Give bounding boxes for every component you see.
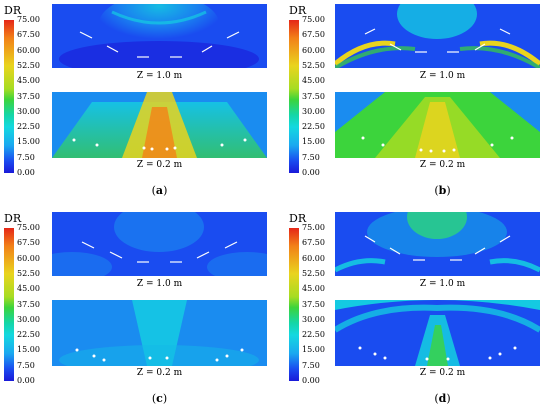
tick-label: 15.00	[302, 345, 325, 355]
tick-label: 52.50	[302, 60, 325, 70]
tick-label: 37.50	[302, 299, 325, 309]
height-label-bottom: Z = 0.2 m	[419, 160, 466, 170]
tick-label: 30.00	[17, 314, 40, 324]
contour-z1	[52, 4, 267, 68]
contour-z02	[335, 300, 550, 366]
contour-z1	[335, 4, 550, 68]
tick-label: 15.00	[302, 137, 325, 147]
tick-label: 30.00	[17, 106, 40, 116]
panel-c: DR 75.00 67.50 60.00 52.50 45.00 37.50 3…	[0, 208, 275, 416]
tick-label: 37.50	[17, 91, 40, 101]
tick-label: 0.00	[17, 376, 35, 385]
colorbar-title: DR	[4, 4, 22, 17]
tick-label: 52.50	[302, 268, 325, 278]
tick-label: 22.50	[17, 122, 40, 132]
height-label-bottom: Z = 0.2 m	[419, 368, 466, 378]
colorbar-ticks: 75.00 67.50 60.00 52.50 45.00 37.50 30.0…	[302, 223, 342, 388]
tick-label: 30.00	[302, 106, 325, 116]
tick-label: 67.50	[302, 238, 325, 248]
tick-label: 37.50	[302, 91, 325, 101]
contour-z02	[52, 92, 267, 158]
tick-label: 75.00	[302, 223, 325, 232]
colorbar-title: DR	[4, 212, 22, 225]
tick-label: 15.00	[17, 345, 40, 355]
tick-label: 7.50	[17, 152, 35, 162]
panel-a: DR 75.00 67.50 60.00 52.50 45.00 37.50 3…	[0, 0, 275, 208]
panel-d: DR 75.00 67.50 60.00 52.50 45.00 37.50 3…	[275, 208, 550, 416]
tick-label: 75.00	[17, 15, 40, 24]
colorbar-ticks: 75.00 67.50 60.00 52.50 45.00 37.50 30.0…	[17, 15, 57, 180]
colorbar	[289, 20, 299, 173]
colorbar-title: DR	[289, 4, 307, 17]
panel-label: (b)	[434, 184, 451, 197]
panel-label: (d)	[434, 392, 451, 405]
tick-label: 0.00	[17, 168, 35, 177]
tick-label: 22.50	[302, 330, 325, 340]
tick-label: 52.50	[17, 60, 40, 70]
tick-label: 45.00	[302, 76, 325, 86]
tick-label: 67.50	[17, 238, 40, 248]
height-label-top: Z = 1.0 m	[136, 279, 183, 289]
tick-label: 45.00	[17, 76, 40, 86]
tick-label: 30.00	[302, 314, 325, 324]
tick-label: 22.50	[17, 330, 40, 340]
panel-b: DR 75.00 67.50 60.00 52.50 45.00 37.50 3…	[275, 0, 550, 208]
panel-label: (a)	[151, 184, 168, 197]
height-label-top: Z = 1.0 m	[419, 279, 466, 289]
colorbar-title: DR	[289, 212, 307, 225]
tick-label: 22.50	[302, 122, 325, 132]
tick-label: 60.00	[17, 253, 40, 263]
tick-label: 60.00	[17, 45, 40, 55]
height-label-bottom: Z = 0.2 m	[136, 368, 183, 378]
tick-label: 60.00	[302, 253, 325, 263]
tick-label: 60.00	[302, 45, 325, 55]
colorbar-ticks: 75.00 67.50 60.00 52.50 45.00 37.50 30.0…	[302, 15, 342, 180]
tick-label: 75.00	[17, 223, 40, 232]
panel-label: (c)	[151, 392, 168, 405]
tick-label: 67.50	[302, 30, 325, 40]
contour-z1	[335, 212, 550, 276]
tick-label: 0.00	[302, 376, 320, 385]
tick-label: 7.50	[302, 360, 320, 370]
height-label-bottom: Z = 0.2 m	[136, 160, 183, 170]
tick-label: 7.50	[17, 360, 35, 370]
colorbar	[4, 228, 14, 381]
height-label-top: Z = 1.0 m	[136, 71, 183, 81]
colorbar	[4, 20, 14, 173]
tick-label: 75.00	[302, 15, 325, 24]
tick-label: 45.00	[17, 284, 40, 294]
tick-label: 0.00	[302, 168, 320, 177]
tick-label: 37.50	[17, 299, 40, 309]
tick-label: 15.00	[17, 137, 40, 147]
tick-label: 67.50	[17, 30, 40, 40]
colorbar-ticks: 75.00 67.50 60.00 52.50 45.00 37.50 30.0…	[17, 223, 57, 388]
contour-z02	[52, 300, 267, 366]
height-label-top: Z = 1.0 m	[419, 71, 466, 81]
tick-label: 52.50	[17, 268, 40, 278]
contour-z02	[335, 92, 550, 158]
contour-z1	[52, 212, 267, 276]
colorbar	[289, 228, 299, 381]
tick-label: 7.50	[302, 152, 320, 162]
tick-label: 45.00	[302, 284, 325, 294]
